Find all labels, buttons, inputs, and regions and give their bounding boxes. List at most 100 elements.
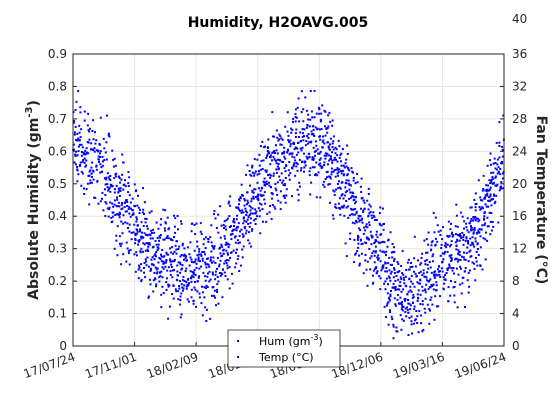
data-point-temp (354, 207, 357, 210)
data-point-hum (455, 248, 458, 251)
data-point-temp (292, 165, 295, 168)
data-point-hum (446, 234, 449, 237)
data-point-temp (230, 251, 233, 254)
data-point-temp (297, 193, 300, 196)
data-point-hum (443, 244, 446, 247)
data-point-temp (447, 300, 450, 303)
data-point-hum (467, 271, 470, 274)
data-point-hum (450, 267, 453, 270)
data-point-hum (129, 249, 132, 252)
data-point-hum (428, 322, 431, 325)
data-point-hum (394, 279, 397, 282)
data-point-hum (494, 184, 497, 187)
data-point-temp (355, 212, 358, 215)
data-point-temp (464, 267, 467, 270)
data-point-temp (481, 206, 484, 209)
data-point-hum (131, 197, 134, 200)
data-point-temp (393, 246, 395, 249)
data-point-temp (304, 144, 307, 147)
data-point-hum (156, 237, 159, 239)
data-point-temp (181, 267, 184, 270)
data-point-hum (119, 245, 122, 248)
data-point-hum (400, 290, 403, 293)
data-point-temp (438, 265, 441, 268)
data-point-hum (389, 311, 391, 314)
data-point-temp (446, 269, 449, 272)
data-point-temp (366, 237, 369, 240)
data-point-hum (377, 254, 380, 257)
data-point-hum (474, 219, 477, 222)
data-point-hum (140, 237, 143, 240)
data-point-hum (263, 177, 266, 180)
data-point-hum (413, 285, 416, 288)
data-point-hum (424, 260, 427, 263)
data-point-temp (340, 152, 343, 155)
data-point-hum (328, 148, 331, 151)
data-point-hum (322, 180, 325, 183)
data-point-hum (95, 164, 98, 167)
data-point-hum (474, 206, 477, 209)
data-point-temp (208, 265, 211, 268)
data-point-hum (266, 212, 269, 215)
data-point-temp (289, 139, 292, 142)
data-point-hum (323, 154, 326, 157)
data-point-temp (145, 260, 147, 263)
data-point-temp (160, 253, 162, 256)
data-point-temp (468, 285, 471, 288)
data-point-temp (79, 164, 82, 166)
data-point-temp (469, 255, 472, 258)
data-point-hum (472, 216, 475, 218)
data-point-temp (243, 227, 246, 230)
data-point-hum (303, 135, 305, 138)
data-point-hum (364, 229, 367, 232)
data-point-temp (118, 205, 121, 208)
data-point-temp (190, 296, 193, 299)
data-point-temp (115, 239, 118, 242)
data-point-hum (266, 155, 268, 158)
data-point-hum (206, 286, 209, 288)
data-point-hum (295, 116, 298, 119)
data-point-hum (496, 183, 499, 186)
data-point-temp (120, 242, 123, 245)
data-point-hum (123, 201, 126, 204)
data-point-temp (146, 227, 149, 230)
data-point-hum (291, 195, 293, 198)
data-point-hum (358, 220, 361, 223)
data-point-hum (336, 183, 339, 185)
data-point-hum (173, 258, 176, 261)
data-point-hum (372, 269, 375, 272)
data-point-temp (176, 215, 179, 217)
data-point-temp (458, 250, 461, 253)
data-point-temp (417, 331, 420, 334)
data-point-hum (410, 315, 413, 318)
data-point-temp (455, 203, 458, 206)
data-point-hum (349, 191, 352, 194)
data-point-temp (267, 151, 270, 154)
data-point-temp (486, 194, 489, 197)
data-point-temp (308, 153, 311, 156)
data-point-temp (200, 302, 203, 305)
data-point-temp (384, 262, 387, 265)
data-point-hum (189, 241, 192, 244)
data-point-hum (209, 317, 212, 320)
data-point-hum (453, 294, 456, 297)
data-point-temp (299, 185, 301, 188)
data-point-temp (138, 266, 141, 269)
data-point-hum (184, 257, 187, 260)
data-point-temp (135, 218, 138, 221)
data-point-temp (360, 243, 363, 246)
data-point-temp (333, 158, 336, 161)
data-point-hum (322, 135, 324, 138)
data-point-temp (431, 255, 434, 258)
data-point-hum (238, 241, 241, 244)
data-point-temp (355, 200, 357, 203)
data-point-hum (368, 224, 371, 227)
data-point-temp (197, 258, 200, 261)
data-point-temp (97, 155, 100, 158)
data-point-temp (468, 250, 471, 253)
data-point-temp (456, 306, 459, 309)
data-point-hum (122, 214, 125, 217)
data-point-temp (113, 177, 116, 180)
data-point-temp (192, 271, 195, 274)
data-point-temp (91, 148, 94, 151)
